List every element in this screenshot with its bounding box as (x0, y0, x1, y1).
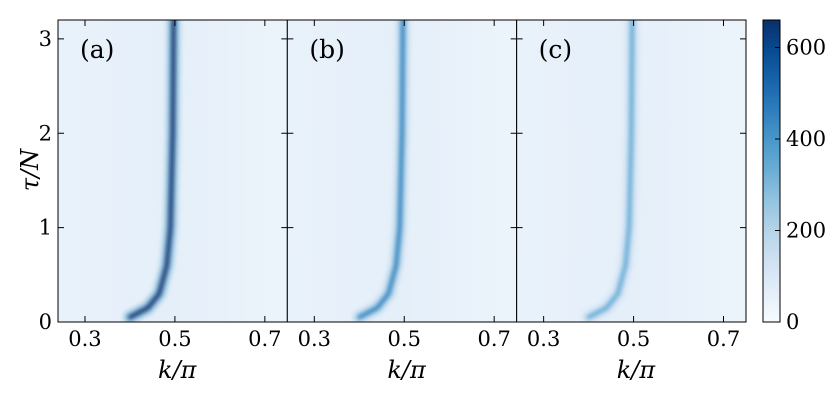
colorbar-gradient (762, 19, 781, 323)
panel-1: (a) 0.3 0.5 0.7 k/π (57, 19, 288, 384)
ridge-line (127, 20, 176, 320)
colorbar-tick-label: 200 (786, 218, 826, 242)
panel-3: (c) 0.3 0.5 0.7 k/π (516, 19, 747, 384)
panels-group: (a) 0.3 0.5 0.7 k/π (b) 0.3 0.5 0.7 k/π (c) 0.3 0.5 0… (57, 19, 747, 384)
colorbar: 0 200 400 600 (762, 19, 826, 334)
y-tick-label: 2 (39, 121, 52, 145)
y-tick-label: 1 (39, 216, 52, 240)
y-tick-label: 3 (39, 27, 52, 51)
x-axis-label: k/π (387, 356, 427, 384)
colorbar-tick-label: 600 (786, 35, 826, 59)
panel-frame (516, 19, 747, 323)
x-tick-label: 0.3 (68, 327, 101, 351)
x-tick-label: 0.5 (617, 327, 650, 351)
panel-label: (c) (539, 35, 573, 64)
x-tick-label: 0.7 (248, 327, 281, 351)
x-axis-label: k/π (158, 356, 198, 384)
x-tick-label: 0.7 (707, 327, 740, 351)
x-tick-label: 0.7 (477, 327, 510, 351)
x-axis-label: k/π (617, 356, 657, 384)
y-axis-label: τ/N (16, 148, 44, 191)
panel-2: (b) 0.3 0.5 0.7 k/π (286, 19, 518, 384)
x-tick-label: 0.5 (388, 327, 421, 351)
colorbar-tick-label: 400 (786, 127, 826, 151)
colorbar-tick-label: 0 (786, 310, 799, 334)
panel-label: (a) (80, 35, 114, 64)
x-tick-label: 0.3 (298, 327, 331, 351)
x-tick-label: 0.3 (527, 327, 560, 351)
ridge-line (357, 20, 406, 320)
y-tick-label: 0 (39, 310, 52, 334)
panel-label: (b) (309, 35, 345, 64)
x-tick-label: 0.5 (158, 327, 191, 351)
ridge-line (586, 20, 635, 320)
y-axis: 0 1 2 3 (39, 27, 52, 334)
